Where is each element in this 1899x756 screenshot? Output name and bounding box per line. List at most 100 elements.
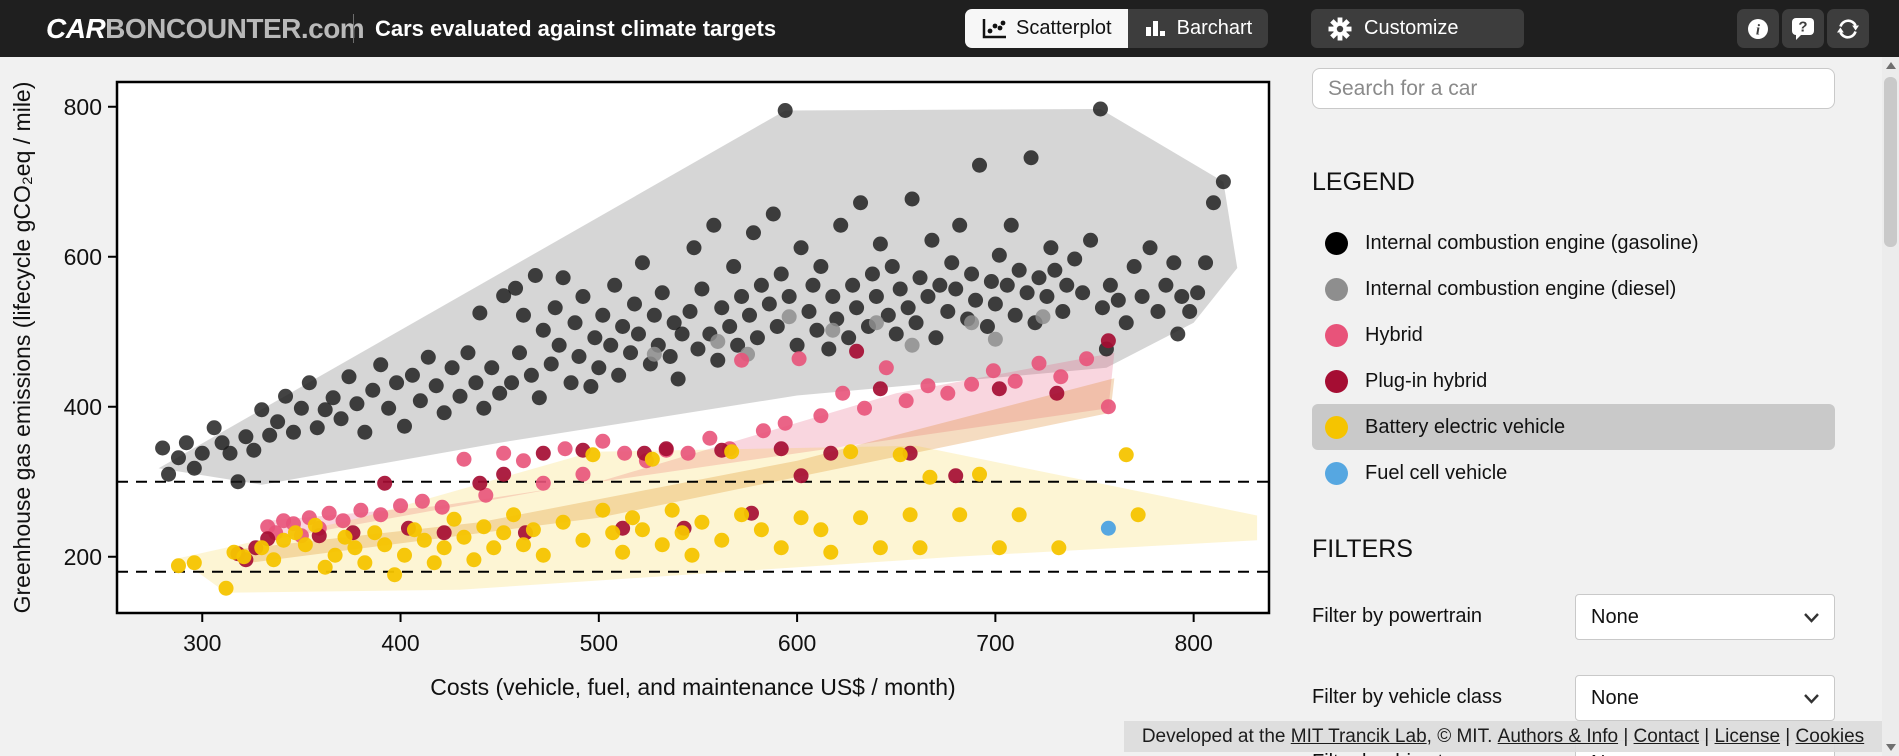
barchart-button[interactable]: Barchart bbox=[1127, 9, 1269, 48]
data-point[interactable] bbox=[285, 424, 301, 440]
data-point[interactable] bbox=[246, 442, 262, 458]
legend-item-fuel-cell-vehicle[interactable]: Fuel cell vehicle bbox=[1312, 450, 1835, 496]
data-point[interactable] bbox=[710, 352, 726, 368]
data-point[interactable] bbox=[908, 315, 924, 331]
data-point[interactable] bbox=[547, 300, 563, 316]
data-point[interactable] bbox=[991, 540, 1007, 556]
data-point[interactable] bbox=[238, 429, 254, 445]
data-point[interactable] bbox=[254, 402, 270, 418]
data-point[interactable] bbox=[1126, 259, 1142, 274]
data-point[interactable] bbox=[868, 289, 884, 304]
data-point[interactable] bbox=[347, 540, 363, 556]
data-point[interactable] bbox=[595, 502, 611, 518]
data-point[interactable] bbox=[952, 507, 968, 523]
data-point[interactable] bbox=[605, 525, 621, 541]
data-point[interactable] bbox=[587, 330, 603, 346]
data-point[interactable] bbox=[864, 266, 880, 282]
data-point[interactable] bbox=[1094, 300, 1110, 316]
data-point[interactable] bbox=[525, 522, 541, 538]
data-point[interactable] bbox=[333, 411, 349, 427]
data-point[interactable] bbox=[674, 525, 690, 541]
data-point[interactable] bbox=[912, 540, 928, 556]
footer-link-contact[interactable]: Contact bbox=[1633, 725, 1700, 747]
data-point[interactable] bbox=[1031, 355, 1047, 371]
data-point[interactable] bbox=[878, 360, 894, 376]
data-point[interactable] bbox=[987, 331, 1003, 347]
data-point[interactable] bbox=[843, 444, 859, 460]
data-point[interactable] bbox=[1067, 251, 1083, 267]
data-point[interactable] bbox=[531, 390, 547, 406]
data-point[interactable] bbox=[496, 445, 512, 461]
data-point[interactable] bbox=[1019, 285, 1035, 301]
data-point[interactable] bbox=[793, 240, 809, 256]
data-point[interactable] bbox=[357, 555, 373, 571]
data-point[interactable] bbox=[452, 388, 468, 404]
data-point[interactable] bbox=[793, 468, 809, 484]
footer-link-mit-trancik-lab[interactable]: MIT Trancik Lab bbox=[1290, 725, 1427, 747]
data-point[interactable] bbox=[884, 259, 900, 274]
scroll-down-arrow[interactable] bbox=[1882, 739, 1899, 756]
data-point[interactable] bbox=[857, 400, 873, 416]
data-point[interactable] bbox=[412, 393, 428, 409]
data-point[interactable] bbox=[206, 420, 222, 436]
data-point[interactable] bbox=[1182, 304, 1198, 319]
data-point[interactable] bbox=[777, 415, 793, 431]
data-point[interactable] bbox=[603, 337, 619, 353]
data-point[interactable] bbox=[335, 513, 351, 529]
data-point[interactable] bbox=[773, 441, 789, 457]
data-point[interactable] bbox=[872, 540, 888, 556]
data-point[interactable] bbox=[1043, 240, 1059, 256]
data-point[interactable] bbox=[214, 435, 230, 451]
data-point[interactable] bbox=[404, 367, 420, 383]
data-point[interactable] bbox=[734, 352, 750, 368]
data-point[interactable] bbox=[1102, 277, 1118, 293]
reload-button[interactable] bbox=[1827, 9, 1869, 48]
data-point[interactable] bbox=[753, 277, 769, 293]
data-point[interactable] bbox=[1051, 540, 1067, 556]
data-point[interactable] bbox=[222, 445, 238, 461]
data-point[interactable] bbox=[684, 547, 700, 563]
data-point[interactable] bbox=[809, 322, 825, 338]
data-point[interactable] bbox=[979, 319, 995, 334]
data-point[interactable] bbox=[557, 441, 573, 457]
data-point[interactable] bbox=[922, 469, 938, 485]
data-point[interactable] bbox=[845, 277, 861, 293]
data-point[interactable] bbox=[823, 544, 839, 560]
data-point[interactable] bbox=[414, 493, 430, 509]
data-point[interactable] bbox=[478, 487, 494, 503]
data-point[interactable] bbox=[1118, 315, 1134, 331]
data-point[interactable] bbox=[793, 510, 809, 526]
data-point[interactable] bbox=[722, 319, 738, 334]
data-point[interactable] bbox=[1166, 255, 1182, 271]
data-point[interactable] bbox=[254, 540, 270, 556]
data-point[interactable] bbox=[900, 300, 916, 316]
data-point[interactable] bbox=[777, 103, 793, 118]
data-point[interactable] bbox=[1011, 262, 1027, 278]
page-scrollbar[interactable] bbox=[1882, 57, 1899, 756]
data-point[interactable] bbox=[1142, 240, 1158, 256]
data-point[interactable] bbox=[535, 547, 551, 563]
data-point[interactable] bbox=[607, 277, 623, 293]
data-point[interactable] bbox=[508, 280, 524, 296]
data-point[interactable] bbox=[476, 400, 492, 416]
data-point[interactable] bbox=[194, 445, 210, 461]
data-point[interactable] bbox=[426, 555, 442, 571]
data-point[interactable] bbox=[496, 288, 512, 304]
data-point[interactable] bbox=[543, 356, 559, 372]
data-point[interactable] bbox=[595, 307, 611, 323]
data-point[interactable] bbox=[662, 349, 678, 364]
data-point[interactable] bbox=[813, 259, 829, 274]
data-point[interactable] bbox=[948, 281, 964, 297]
data-point[interactable] bbox=[178, 435, 194, 451]
data-point[interactable] bbox=[460, 345, 476, 361]
data-point[interactable] bbox=[523, 367, 539, 383]
data-point[interactable] bbox=[853, 510, 869, 526]
data-point[interactable] bbox=[1011, 507, 1027, 523]
data-point[interactable] bbox=[833, 217, 849, 233]
data-point[interactable] bbox=[972, 157, 988, 173]
data-point[interactable] bbox=[1150, 304, 1166, 319]
data-point[interactable] bbox=[726, 259, 742, 274]
scroll-up-arrow[interactable] bbox=[1882, 57, 1899, 74]
data-point[interactable] bbox=[551, 337, 567, 353]
data-point[interactable] bbox=[367, 525, 383, 541]
